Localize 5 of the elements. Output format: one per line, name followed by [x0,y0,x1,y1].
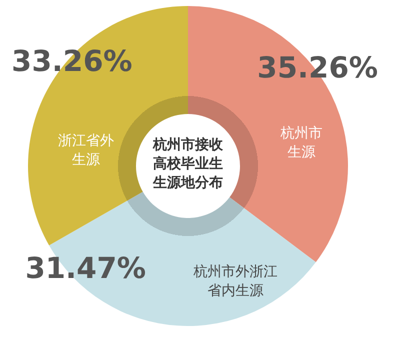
text: 杭州市接收高校毕业生生源地分布 [152,136,224,191]
data-label: 31.47% [25,250,146,285]
slice-label: 浙江省外生源 [58,132,114,168]
slice-label: 杭州市外浙江省内生源 [192,264,278,299]
slice-label: 杭州市生源 [280,125,323,160]
